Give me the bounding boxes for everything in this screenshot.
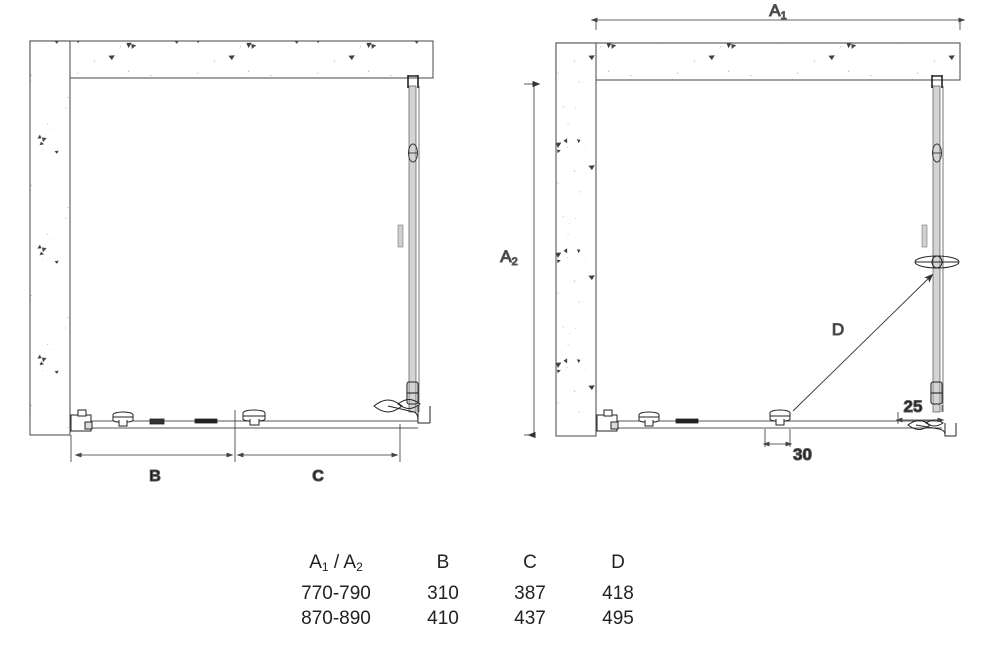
svg-text:770-790: 770-790 xyxy=(301,583,371,604)
svg-text:437: 437 xyxy=(514,608,546,629)
svg-text:A1 / A2: A1 / A2 xyxy=(309,552,363,574)
svg-text:30: 30 xyxy=(793,445,812,464)
svg-text:410: 410 xyxy=(427,608,459,629)
svg-text:310: 310 xyxy=(427,583,459,604)
svg-text:387: 387 xyxy=(514,583,546,604)
svg-text:D: D xyxy=(611,552,625,573)
svg-text:418: 418 xyxy=(602,583,634,604)
svg-text:B: B xyxy=(437,552,450,573)
svg-text:495: 495 xyxy=(602,608,634,629)
svg-text:870-890: 870-890 xyxy=(301,608,371,629)
svg-text:C: C xyxy=(523,552,537,573)
svg-text:25: 25 xyxy=(904,397,923,416)
svg-text:D: D xyxy=(832,320,844,339)
svg-text:C: C xyxy=(312,468,324,485)
svg-text:B: B xyxy=(149,468,161,485)
